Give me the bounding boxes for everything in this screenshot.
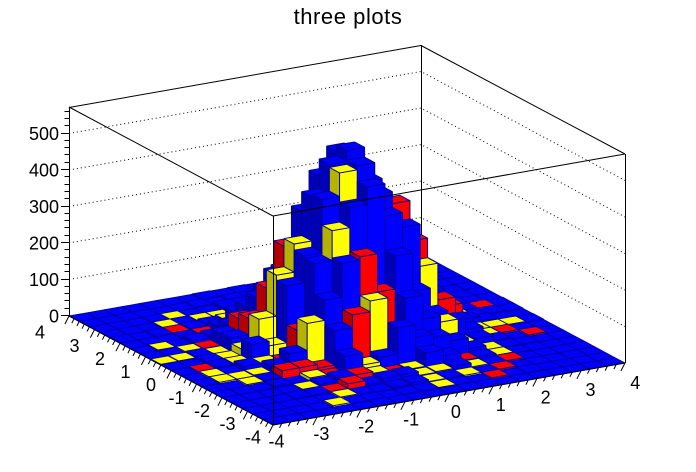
svg-text:-2: -2 (358, 417, 374, 437)
svg-text:4: 4 (630, 373, 640, 393)
svg-text:3: 3 (69, 336, 79, 356)
svg-text:500: 500 (29, 124, 59, 144)
svg-text:1: 1 (120, 362, 130, 382)
svg-text:-1: -1 (168, 388, 184, 408)
svg-text:1: 1 (496, 395, 506, 415)
svg-text:200: 200 (29, 233, 59, 253)
svg-text:100: 100 (29, 270, 59, 290)
svg-text:-3: -3 (219, 414, 235, 434)
svg-text:0: 0 (146, 375, 156, 395)
svg-text:2: 2 (95, 349, 105, 369)
svg-text:-4: -4 (245, 427, 261, 447)
svg-text:-3: -3 (313, 424, 329, 444)
svg-text:0: 0 (451, 402, 461, 422)
svg-text:-2: -2 (194, 401, 210, 421)
svg-text:-1: -1 (403, 409, 419, 429)
svg-text:0: 0 (49, 306, 59, 326)
svg-text:-4: -4 (268, 431, 284, 451)
svg-text:2: 2 (541, 388, 551, 408)
svg-text:three plots: three plots (294, 4, 403, 29)
svg-text:3: 3 (585, 380, 595, 400)
svg-text:400: 400 (29, 160, 59, 180)
svg-text:300: 300 (29, 197, 59, 217)
svg-text:4: 4 (35, 323, 45, 343)
